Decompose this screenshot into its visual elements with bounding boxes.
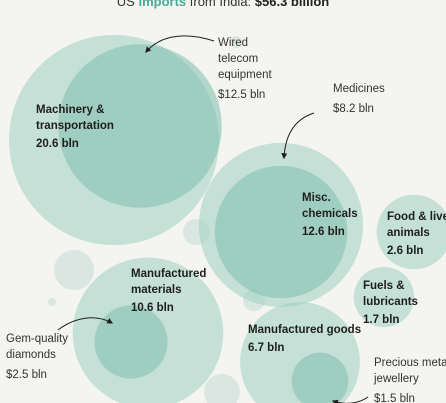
label-medicines: Medicines [333,83,385,95]
arrow-wired-telecom-equipment [145,35,215,53]
bubble-precious-metal-jewellery [291,352,349,403]
label-precious-metal-jewellery: jewellery [373,373,419,385]
label-machinery-transportation: transportation [36,120,114,132]
value-food-live-animals: 2.6 bln [387,245,423,257]
label-gem-quality-diamonds: Gem-quality [6,333,68,345]
value-precious-metal-jewellery: $1.5 bln [374,393,415,403]
value-medicines: $8.2 bln [333,103,374,115]
decorative-bubble [48,298,56,306]
title-highlight: imports [138,0,187,9]
label-manufactured-goods: Manufactured goods [248,324,361,336]
title-total: $56.3 billion [254,0,330,9]
bubble-wired-telecom-equipment [58,44,222,208]
chart-title: US imports from India: $56.3 billion [0,0,446,9]
bubble-food-live-animals [376,194,446,270]
bubble-gem-quality-diamonds [94,305,168,379]
bubble-medicines [214,165,348,299]
decorative-bubble [54,250,94,290]
value-manufactured-goods: 6.7 bln [248,342,284,354]
label-wired-telecom-equipment: telecom [218,53,258,65]
decorative-bubble [204,374,240,403]
label-food-live-animals: Food & live [387,211,446,223]
bubble-fuels-lubricants [353,266,415,328]
value-misc-chemicals: 12.6 bln [302,226,345,238]
label-misc-chemicals: chemicals [302,208,358,220]
value-manufactured-materials: 10.6 bln [131,302,174,314]
label-wired-telecom-equipment: equipment [218,69,273,81]
label-fuels-lubricants: lubricants [363,296,418,308]
title-middle: from India: [186,0,255,9]
decorative-bubble [230,36,242,48]
value-wired-telecom-equipment: $12.5 bln [218,89,265,101]
label-misc-chemicals: Misc. [302,192,331,204]
value-gem-quality-diamonds: $2.5 bln [6,369,47,381]
label-precious-metal-jewellery: Precious metal [374,357,446,369]
label-fuels-lubricants: Fuels & [363,280,405,292]
value-fuels-lubricants: 1.7 bln [363,314,399,326]
arrow-gem-quality-diamonds [57,317,114,331]
value-machinery-transportation: 20.6 bln [36,138,79,150]
arrow-medicines [281,112,315,160]
label-manufactured-materials: Manufactured [131,268,206,280]
label-machinery-transportation: Machinery & [36,104,104,116]
title-prefix: US [116,0,139,9]
label-gem-quality-diamonds: diamonds [6,349,56,361]
label-wired-telecom-equipment: Wired [218,37,248,49]
label-food-live-animals: animals [387,227,430,239]
label-manufactured-materials: materials [131,284,182,296]
arrow-precious-metal-jewellery [331,396,369,403]
